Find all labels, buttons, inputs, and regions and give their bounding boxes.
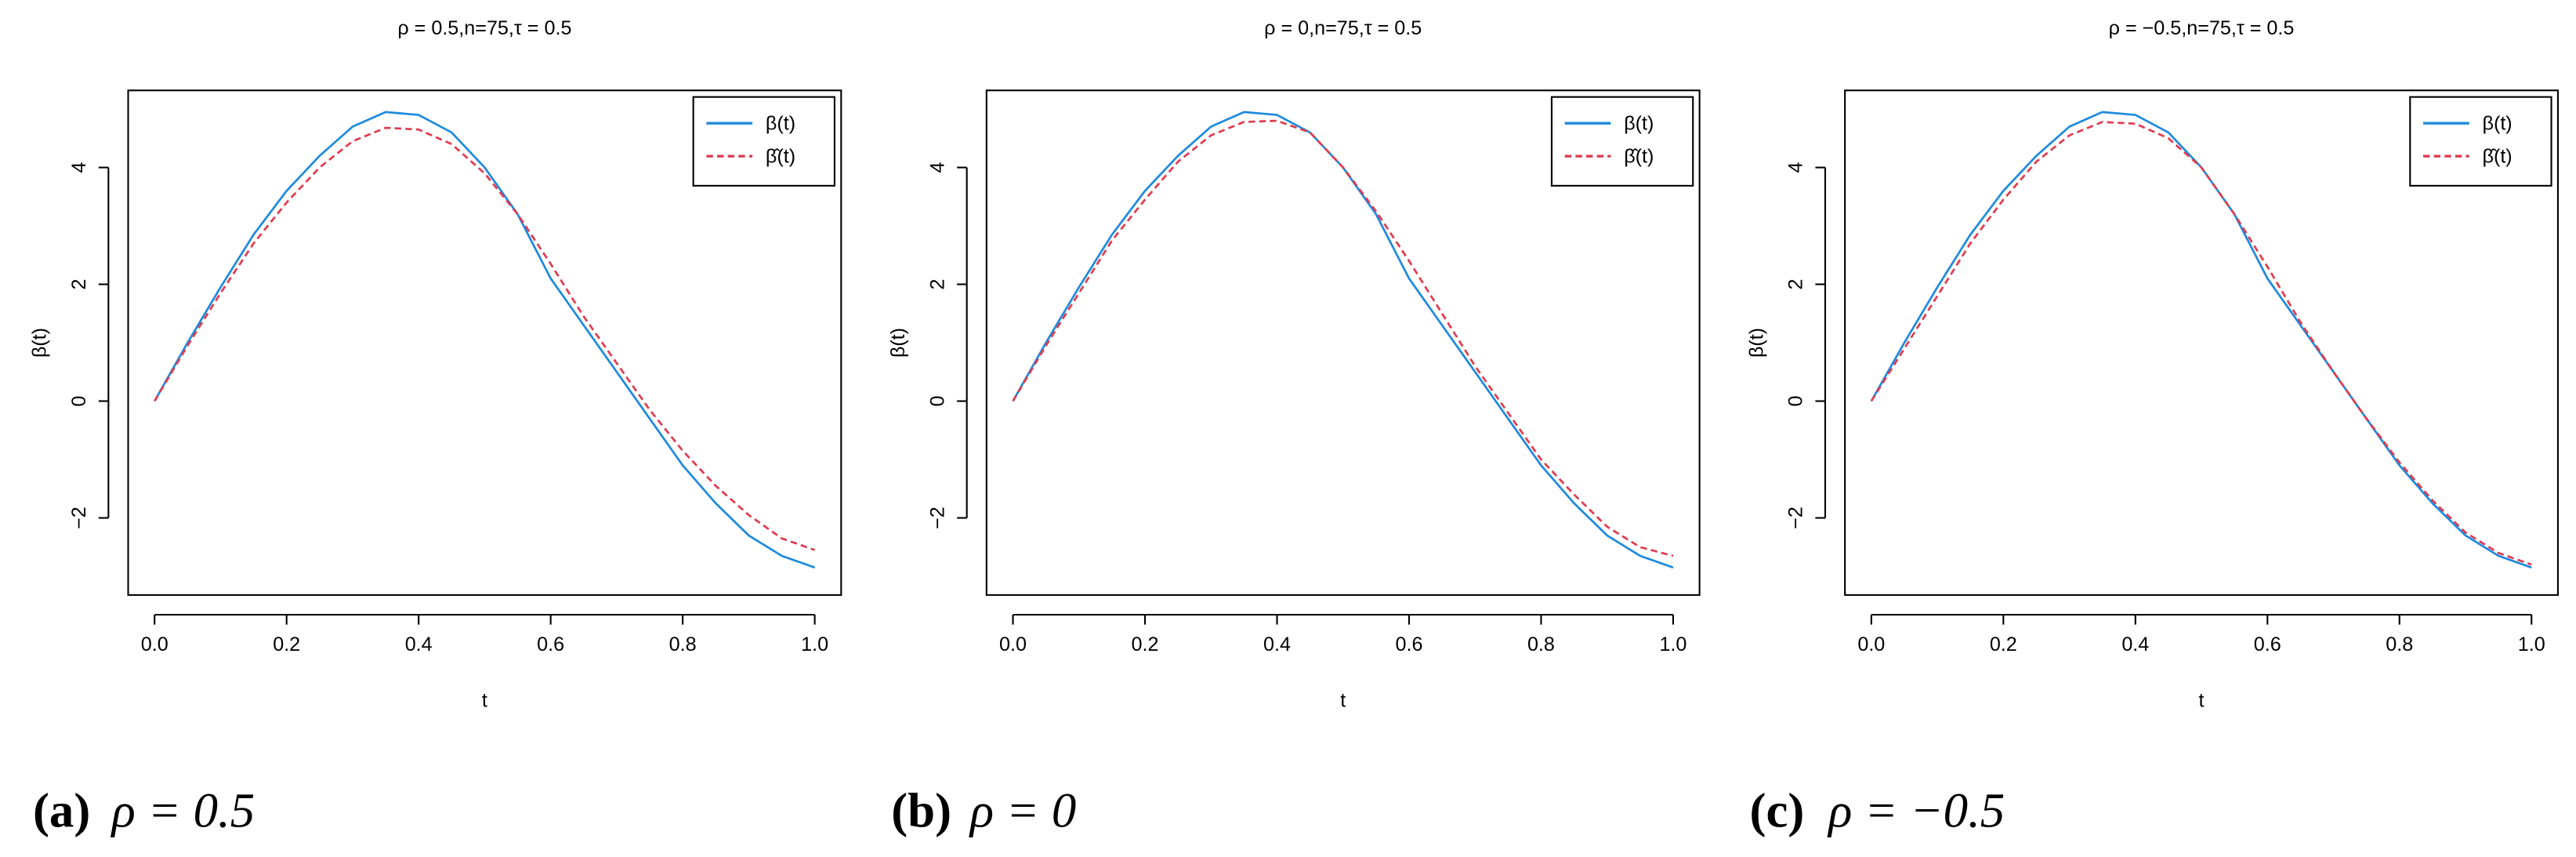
chart-title: ρ = 0.5,n=75,τ = 0.5 — [397, 17, 571, 39]
caption-label: (b) — [891, 783, 951, 837]
y-tick-label: 4 — [68, 162, 90, 173]
x-tick-label: 0.8 — [2386, 634, 2413, 655]
x-tick-label: 0.0 — [999, 634, 1027, 655]
caption-label: (c) — [1750, 783, 1805, 837]
y-axis-label: β(t) — [887, 328, 909, 358]
y-tick-label: 0 — [1785, 396, 1807, 407]
data-line — [154, 126, 816, 551]
panel: ρ = −0.5,n=75,τ = 0.5 0.0 0.2 0.4 0.6 0.8 1.0 −… — [1745, 17, 2559, 837]
x-axis-label: t — [2199, 689, 2205, 711]
x-tick-label: 0.4 — [405, 634, 433, 655]
x-tick-label: 0.2 — [1990, 634, 2017, 655]
legend-label: β(t) — [766, 113, 795, 135]
x-tick-label: 0.6 — [2254, 634, 2281, 655]
y-axis-label: β(t) — [29, 328, 51, 358]
x-tick-label: 0.0 — [141, 634, 168, 655]
x-tick-label: 1.0 — [801, 634, 828, 655]
y-tick-label: 0 — [926, 396, 948, 407]
x-tick-label: 0.0 — [1857, 634, 1885, 655]
x-axis-label: t — [1340, 689, 1346, 711]
y-tick-label: 2 — [926, 279, 948, 290]
y-tick-label: −2 — [68, 507, 90, 529]
legend-label: β(t) — [1624, 113, 1654, 135]
x-tick-label: 0.6 — [1395, 634, 1422, 655]
y-tick-label: 2 — [1785, 279, 1807, 290]
x-tick-label: 0.2 — [1132, 634, 1159, 655]
legend-box — [2409, 96, 2552, 187]
plot-frame — [985, 89, 1701, 596]
x-tick-label: 1.0 — [1659, 634, 1687, 655]
panel: ρ = 0.5,n=75,τ = 0.5 0.0 0.2 0.4 0.6 0.8 1.0 −2… — [29, 17, 842, 837]
legend-label: β̂(t) — [1624, 146, 1654, 168]
x-axis-label: t — [482, 689, 487, 711]
plot-frame — [127, 89, 842, 596]
x-tick-label: 0.8 — [669, 634, 697, 655]
legend-box — [692, 96, 835, 187]
legend-label: β̂(t) — [2482, 146, 2512, 168]
x-tick-label: 1.0 — [2518, 634, 2545, 655]
legend-label: β̂(t) — [766, 146, 795, 168]
y-tick-label: 4 — [1785, 162, 1807, 173]
x-tick-label: 0.4 — [2121, 634, 2149, 655]
legend-label: β(t) — [2482, 113, 2512, 135]
data-line — [154, 111, 816, 569]
y-tick-label: 4 — [926, 162, 948, 173]
x-tick-label: 0.8 — [1527, 634, 1555, 655]
caption-text: ρ = −0.5 — [1827, 783, 2005, 837]
panel: ρ = 0,n=75,τ = 0.5 0.0 0.2 0.4 0.6 0.8 1.0 −2 0 2… — [887, 17, 1701, 837]
y-axis-label: β(t) — [1745, 328, 1767, 358]
x-tick-label: 0.6 — [537, 634, 564, 655]
legend-box — [1550, 96, 1694, 187]
y-tick-label: 0 — [68, 396, 90, 407]
y-tick-label: 2 — [68, 279, 90, 290]
x-tick-label: 0.2 — [273, 634, 300, 655]
x-tick-label: 0.4 — [1263, 634, 1291, 655]
data-line — [1012, 119, 1674, 557]
plot-frame — [1844, 89, 2559, 596]
chart-title: ρ = −0.5,n=75,τ = 0.5 — [2109, 17, 2295, 39]
caption-text: ρ = 0.5 — [111, 783, 255, 837]
chart-title: ρ = 0,n=75,τ = 0.5 — [1264, 17, 1422, 39]
y-tick-label: −2 — [1785, 507, 1807, 529]
caption-label: (a) — [33, 783, 90, 837]
y-tick-label: −2 — [926, 507, 948, 529]
caption-text: ρ = 0 — [969, 783, 1076, 837]
data-line — [1870, 121, 2532, 566]
